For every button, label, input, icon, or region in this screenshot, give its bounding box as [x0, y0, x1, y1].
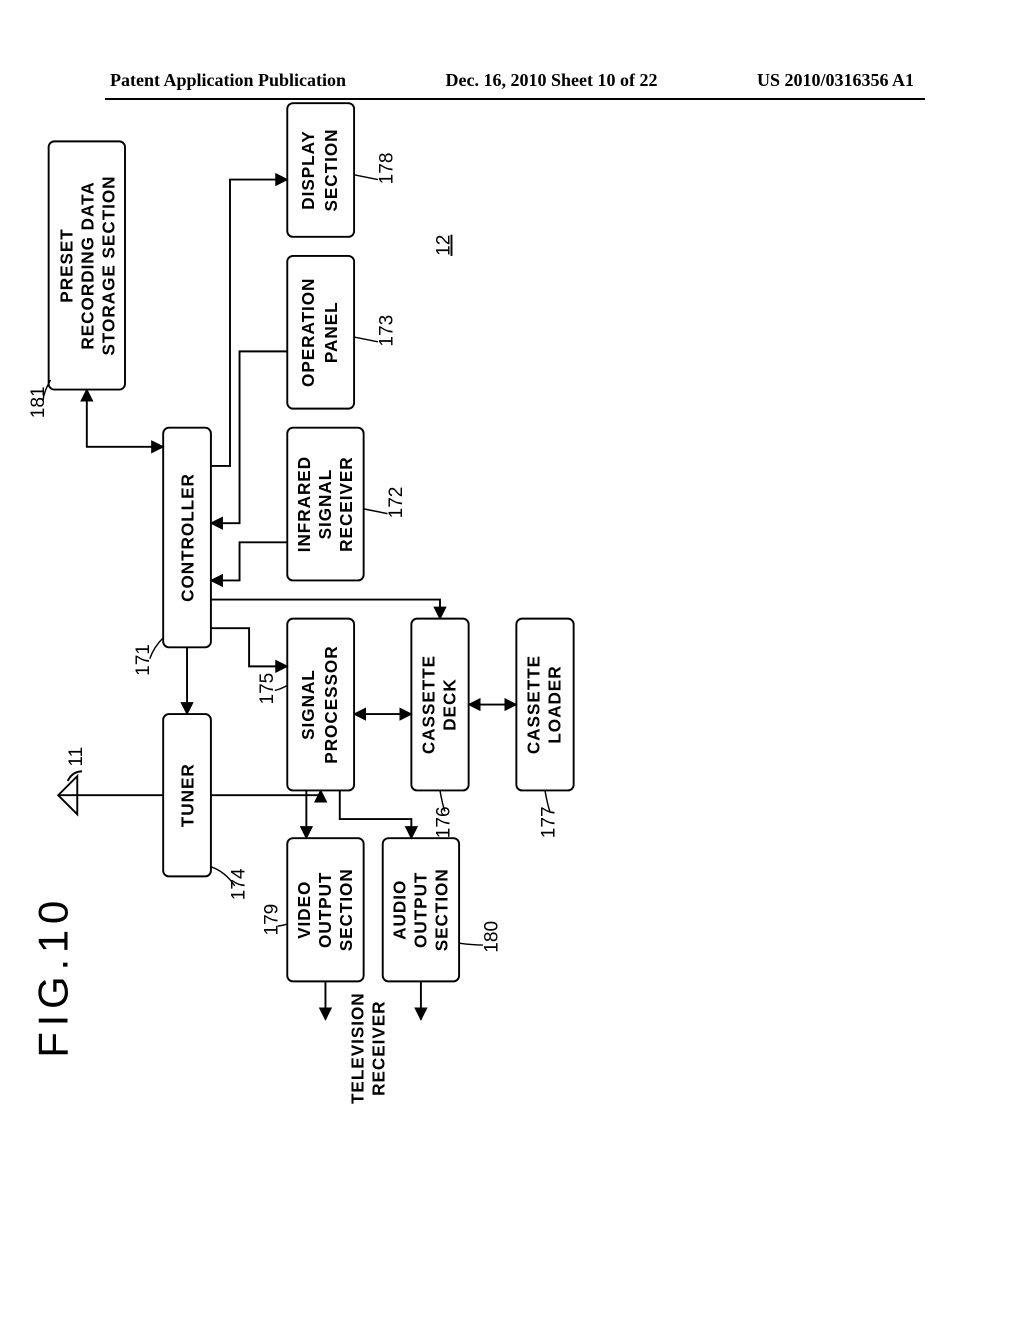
header-right: US 2010/0316356 A1	[757, 70, 914, 91]
controller-block: CONTROLLER	[163, 428, 211, 648]
ao-label-2: OUTPUT	[411, 872, 431, 948]
audio-output-block: AUDIO OUTPUT SECTION	[383, 838, 459, 981]
op-label-2: PANEL	[321, 301, 341, 363]
preset-label-1: PRESET	[57, 228, 77, 302]
edge-ir-controller	[211, 542, 287, 580]
edge-controller-deck	[211, 600, 440, 619]
tuner-block: TUNER	[163, 714, 211, 876]
vo-ref: 179	[262, 904, 283, 936]
ir-label-1: INFRARED	[294, 456, 314, 552]
cl-label-1: CASSETTE	[523, 655, 543, 754]
edge-op-controller	[211, 351, 287, 523]
ao-label-3: SECTION	[432, 868, 452, 951]
cl-label-2: LOADER	[544, 665, 564, 743]
cassette-loader-block: CASSETTE LOADER	[516, 619, 573, 791]
controller-ref: 171	[133, 644, 154, 676]
antenna-ref: 11	[66, 747, 87, 767]
edge-sp-audio	[340, 790, 412, 838]
ao-label-1: AUDIO	[390, 880, 410, 940]
ir-receiver-block: INFRARED SIGNAL RECEIVER	[287, 428, 363, 581]
operation-panel-block: OPERATION PANEL	[287, 256, 354, 409]
figure-title: FIG.10	[30, 895, 77, 1058]
ir-ref: 172	[386, 487, 407, 519]
cassette-deck-block: CASSETTE DECK	[411, 619, 468, 791]
vo-label-2: OUTPUT	[315, 872, 335, 948]
tuner-ref: 174	[228, 868, 249, 900]
display-section-block: DISPLAY SECTION	[287, 103, 354, 237]
sp-ref: 175	[257, 673, 278, 705]
antenna-icon	[58, 771, 163, 814]
tuner-label: TUNER	[178, 763, 198, 827]
op-ref: 173	[376, 315, 397, 347]
vo-label-1: VIDEO	[294, 881, 314, 939]
signal-processor-block: SIGNAL PROCESSOR	[287, 619, 354, 791]
tv-label-1: TELEVISION	[348, 992, 368, 1104]
op-label-1: OPERATION	[298, 278, 318, 387]
ir-label-2: SIGNAL	[315, 469, 335, 540]
preset-label-2: RECORDING DATA	[78, 181, 98, 349]
ao-ref: 180	[481, 921, 502, 953]
edge-controller-display	[211, 180, 287, 466]
tv-label-2: RECEIVER	[369, 1000, 389, 1095]
vo-label-3: SECTION	[336, 868, 356, 951]
figure-10-diagram: FIG.10 11 TUNER 174 CONTROLLER 171	[0, 275, 1024, 1115]
video-output-block: VIDEO OUTPUT SECTION	[287, 838, 363, 981]
edge-controller-sp	[211, 628, 287, 666]
cd-label-1: CASSETTE	[418, 655, 438, 754]
sp-label-2: PROCESSOR	[321, 645, 341, 763]
diagram-svg: FIG.10 11 TUNER 174 CONTROLLER 171	[0, 65, 685, 1115]
disp-label-2: SECTION	[321, 128, 341, 211]
disp-ref: 178	[376, 152, 397, 184]
ir-label-3: RECEIVER	[336, 456, 356, 551]
sp-label-1: SIGNAL	[298, 669, 318, 740]
device-ref: 12	[434, 235, 455, 256]
preset-label-3: STORAGE SECTION	[99, 175, 119, 355]
disp-label-1: DISPLAY	[298, 130, 318, 210]
edge-controller-preset	[87, 390, 163, 447]
preset-block: PRESET RECORDING DATA STORAGE SECTION	[49, 141, 125, 389]
controller-label: CONTROLLER	[178, 473, 198, 602]
cd-label-2: DECK	[439, 678, 459, 730]
